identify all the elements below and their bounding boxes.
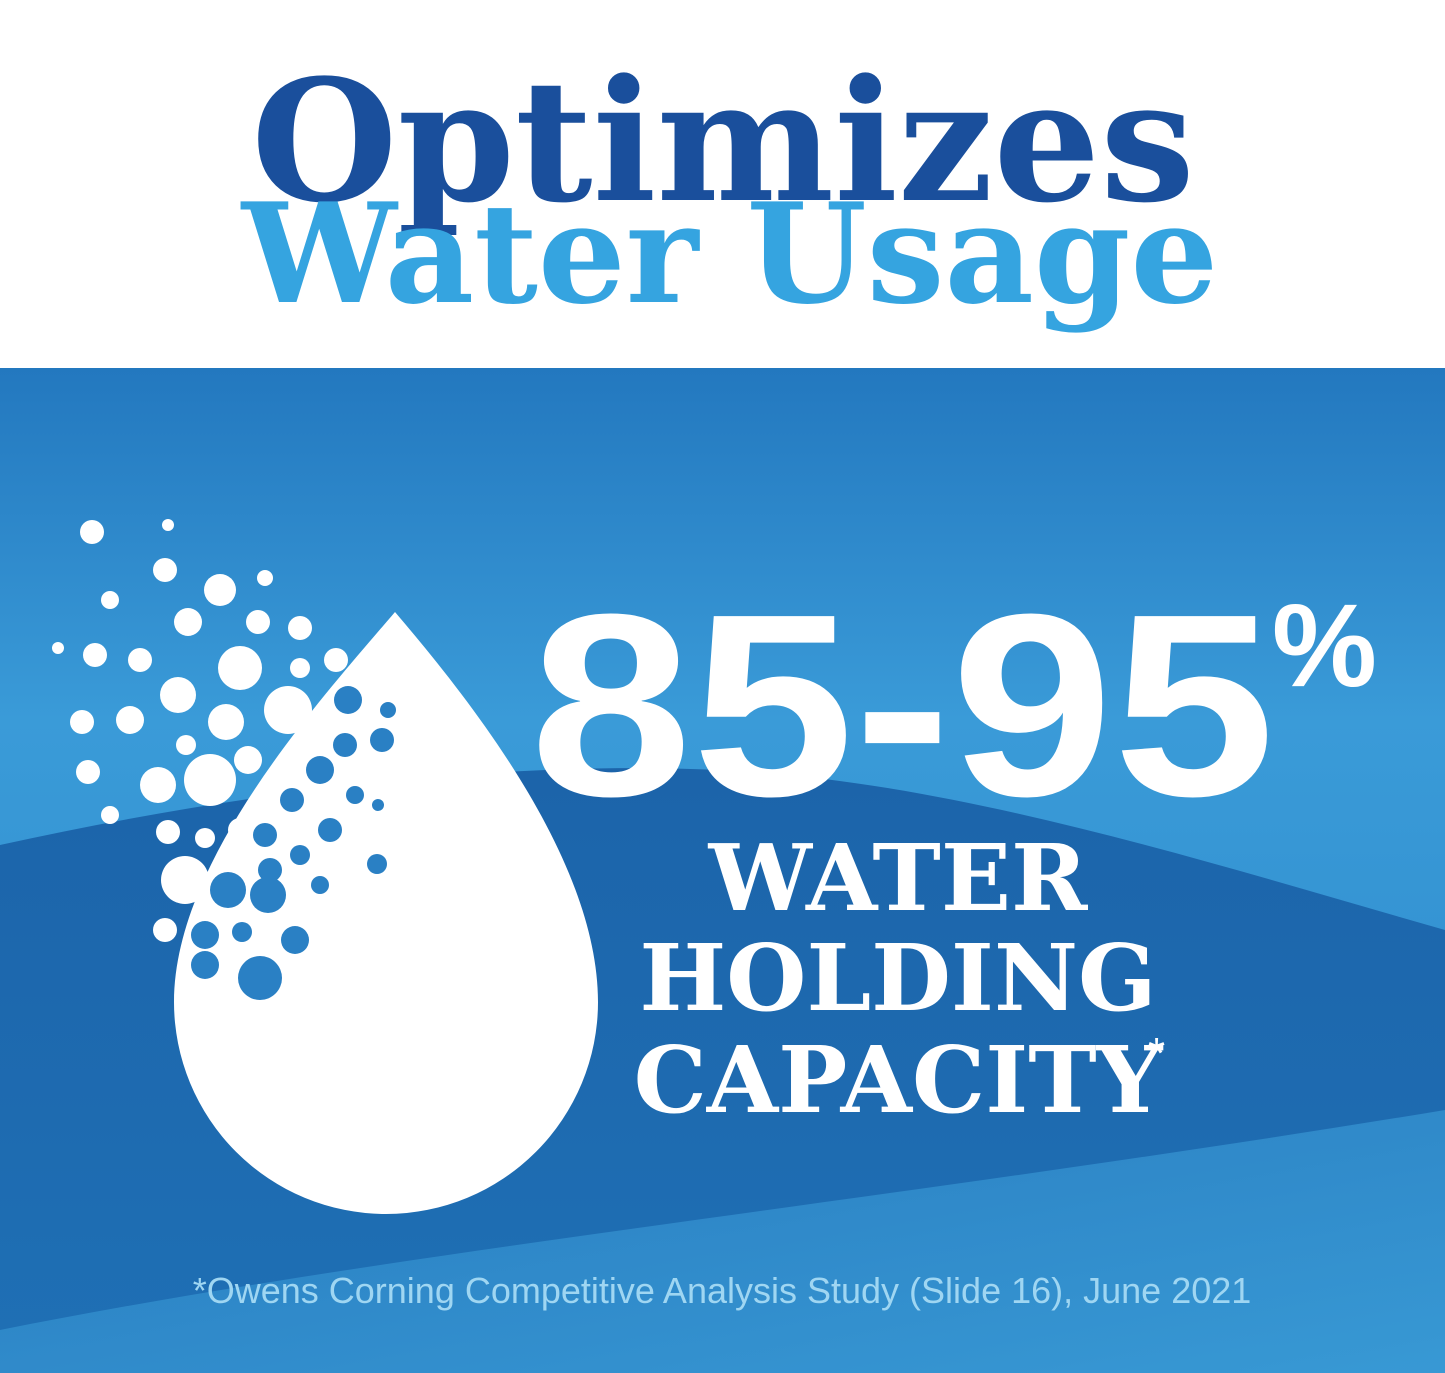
caption-mark: *: [1148, 1029, 1165, 1078]
subtitle: Water Usage: [240, 172, 1218, 335]
bubbles: [191, 686, 396, 1000]
title: Optimizes: [251, 42, 1195, 240]
water-drop: [174, 612, 598, 1214]
stat-unit: %: [1272, 580, 1377, 712]
caption-line: HOLDING: [639, 924, 1156, 1032]
caption-line: CAPACITY: [634, 1026, 1164, 1134]
stat-range: 85-95: [530, 561, 1275, 851]
caption-line: WATER: [708, 824, 1088, 932]
footnote: *Owens Corning Competitive Analysis Stud…: [193, 1270, 1252, 1311]
wave: [0, 1110, 1445, 1373]
bubbles: [52, 519, 348, 942]
